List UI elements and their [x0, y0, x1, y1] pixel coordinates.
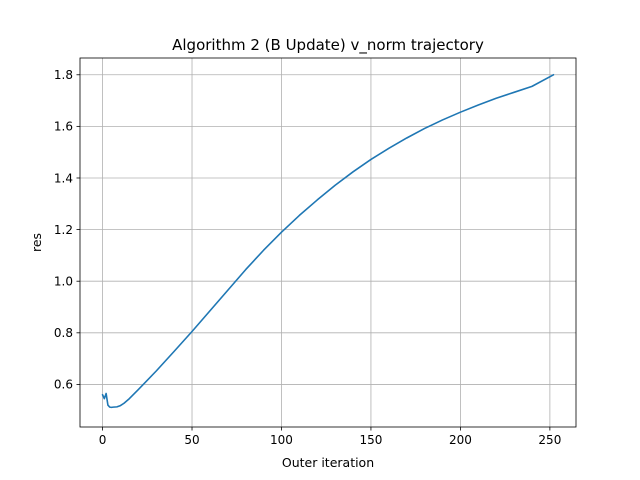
y-axis-label: res: [29, 233, 44, 252]
plot-frame: [79, 57, 577, 428]
x-tick-label: 150: [359, 433, 382, 447]
y-axis: 0.6 0.8 1.0 1.2 1.4 1.6 1.8: [54, 68, 80, 392]
series-layer: [101, 73, 555, 409]
x-tick-label: 100: [270, 433, 293, 447]
y-tick-label: 1.2: [54, 223, 73, 237]
y-tick-label: 0.8: [54, 326, 73, 340]
x-axis-label: Outer iteration: [282, 455, 374, 470]
y-tick-label: 1.8: [54, 68, 73, 82]
y-tick-label: 1.4: [54, 171, 73, 185]
y-tick-label: 1.0: [54, 275, 73, 289]
x-tick-label: 200: [449, 433, 472, 447]
y-tick-label: 1.6: [54, 120, 73, 134]
y-tick-label: 0.6: [54, 378, 73, 392]
x-tick-label: 50: [184, 433, 199, 447]
x-tick-label: 0: [99, 433, 107, 447]
x-tick-label: 250: [538, 433, 561, 447]
series-line-0: [101, 73, 555, 409]
chart-title: Algorithm 2 (B Update) v_norm trajectory: [172, 36, 484, 55]
grid: [80, 58, 576, 427]
x-axis: 0 50 100 150 200 250: [99, 427, 561, 447]
